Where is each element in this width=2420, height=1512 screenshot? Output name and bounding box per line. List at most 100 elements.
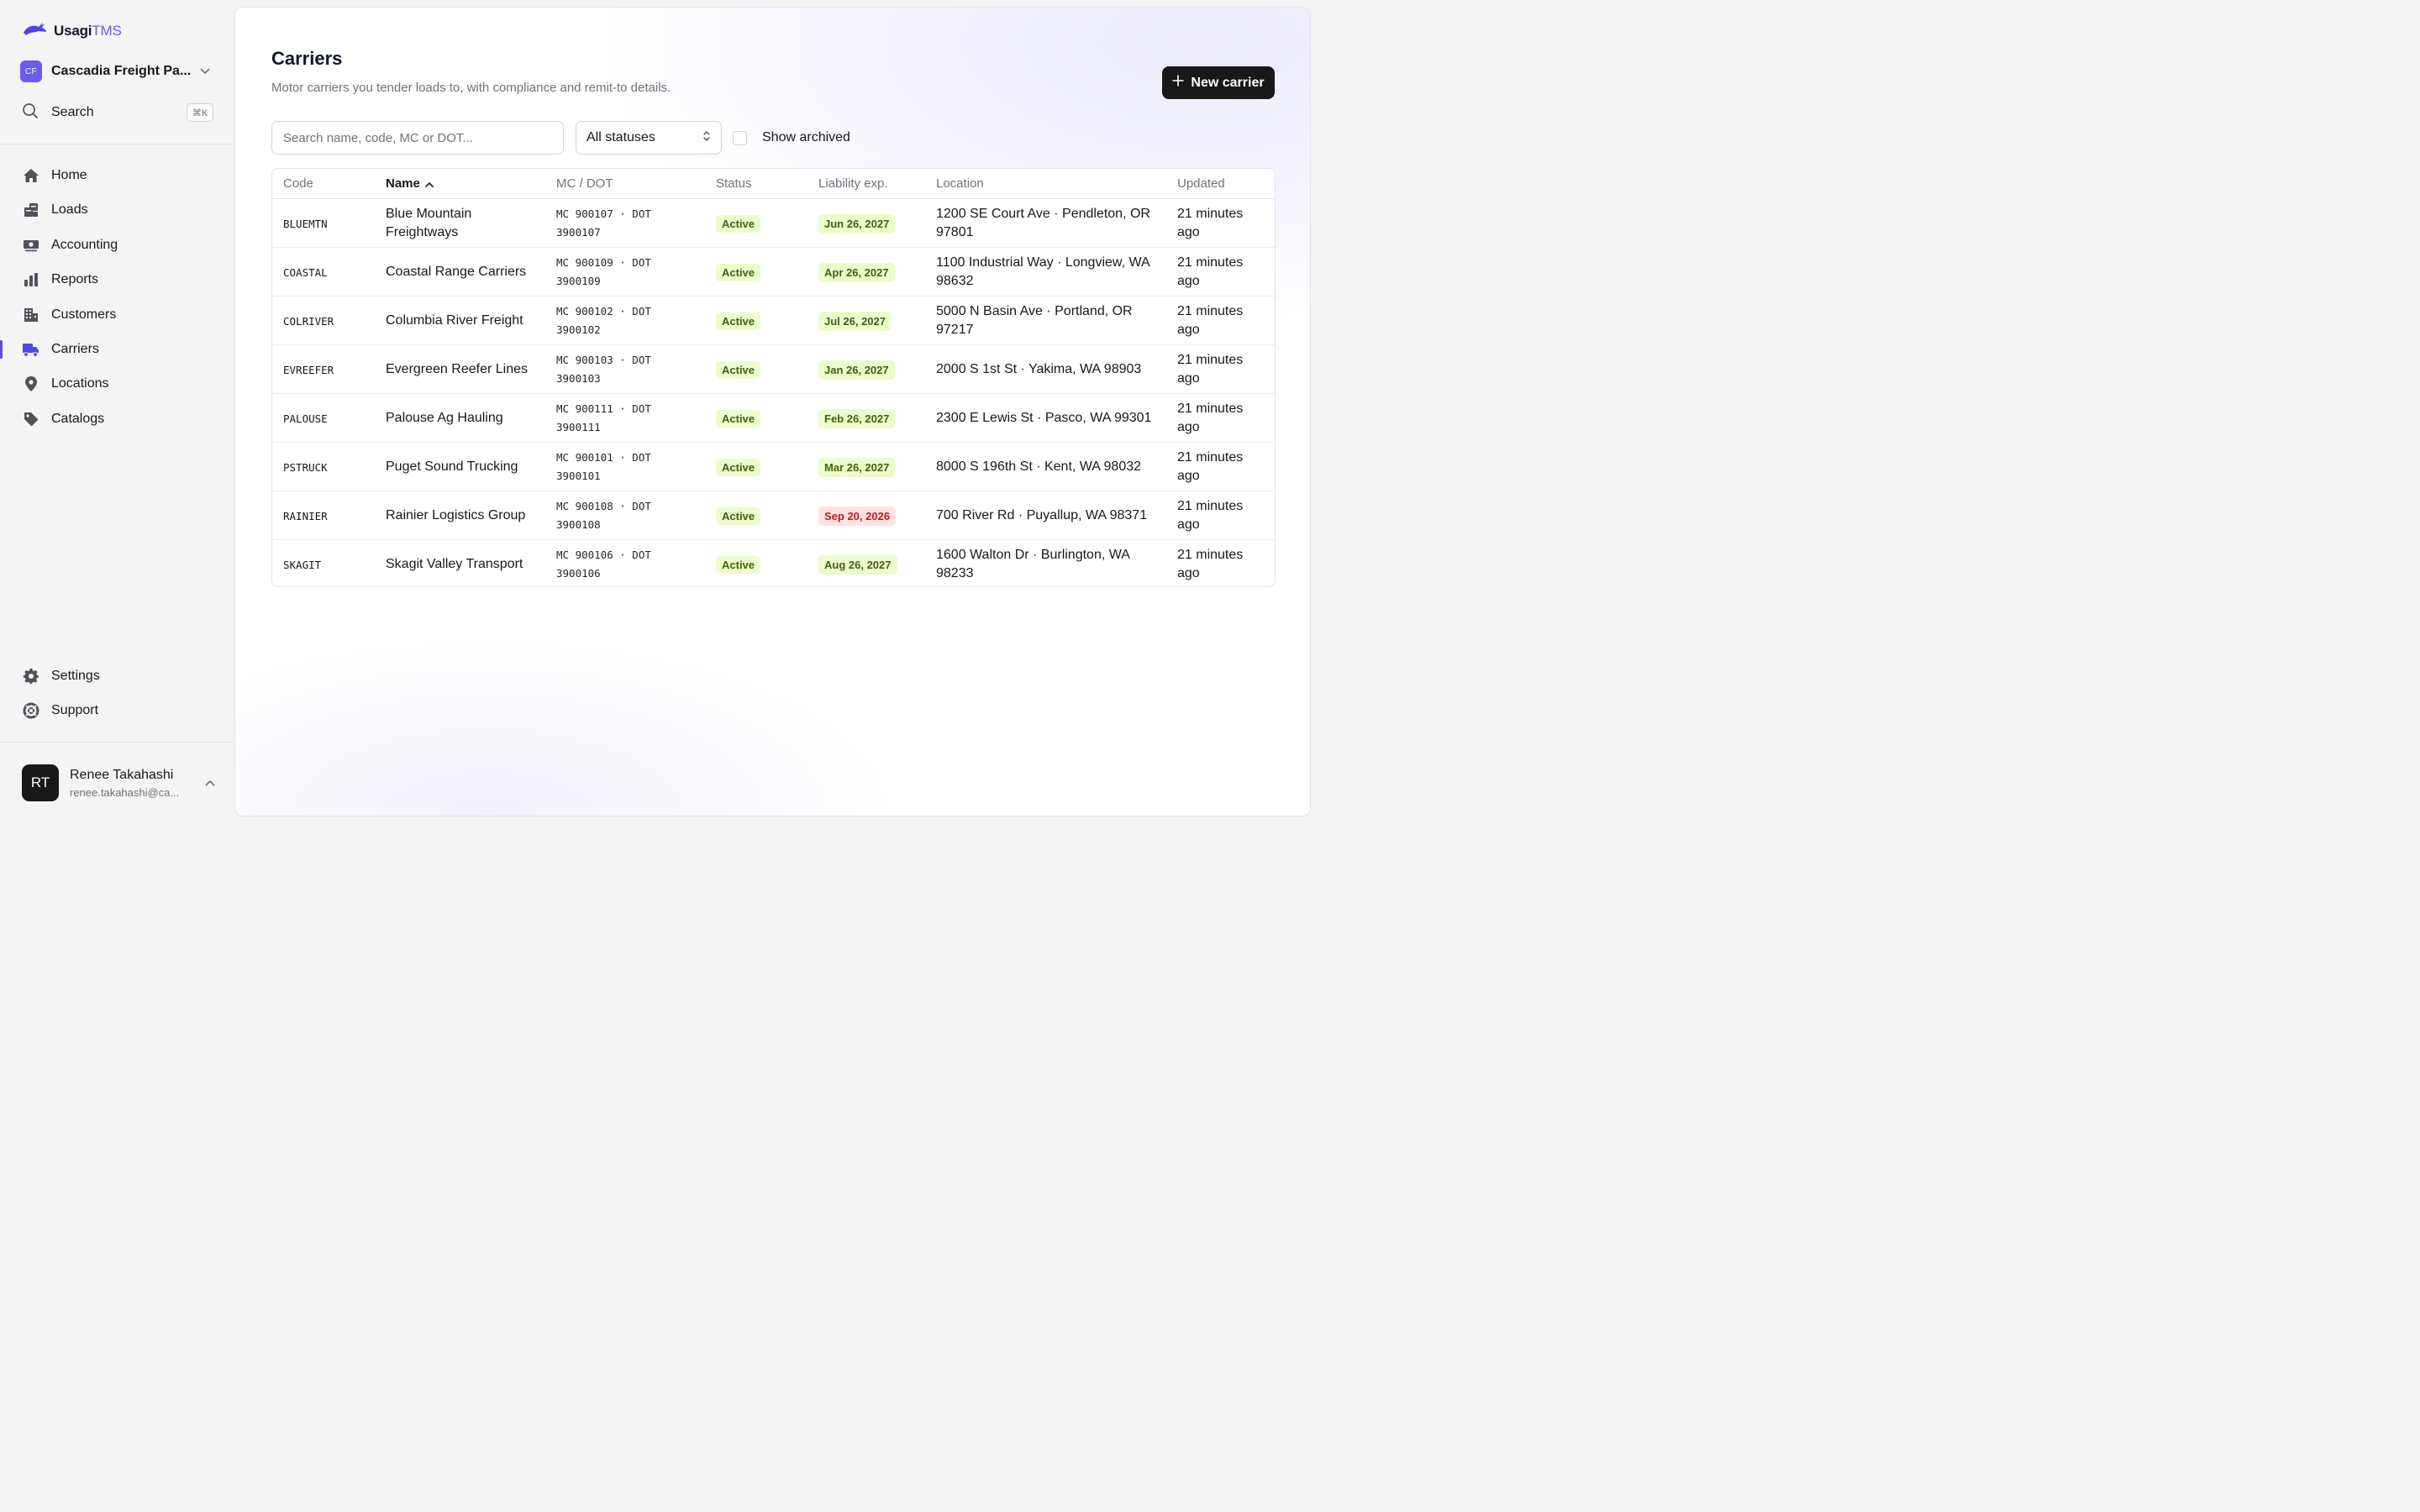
sidebar-item-loads[interactable]: Loads	[22, 199, 215, 221]
table-row[interactable]: SKAGIT Skagit Valley Transport MC 900106 ·…	[272, 540, 1275, 586]
table-row[interactable]: COLRIVER Columbia River Freight MC 900102 …	[272, 297, 1275, 345]
cell-location: 2000 S 1st St · Yakima, WA 98903	[936, 345, 1161, 394]
org-badge: CF	[20, 60, 42, 82]
column-header-status[interactable]: Status	[716, 176, 752, 191]
carrier-mc-dot: MC 900102 · DOT 3900102	[556, 305, 651, 336]
carrier-name[interactable]: Coastal Range Carriers	[386, 265, 527, 279]
truck-icon	[22, 340, 40, 359]
status-badge: Active	[716, 409, 761, 428]
carriers-table: Code Name MC / DOT Status Liability exp.…	[271, 168, 1276, 587]
cell-liability: Mar 26, 2027	[818, 443, 928, 491]
cell-status: Active	[716, 394, 808, 443]
status-badge: Active	[716, 263, 761, 281]
app-logo[interactable]: UsagiTMS	[22, 20, 122, 42]
cell-location: 2300 E Lewis St · Pasco, WA 99301	[936, 394, 1161, 443]
sidebar-search[interactable]: Search ⌘K	[22, 102, 213, 123]
cell-name: Columbia River Freight	[386, 297, 545, 345]
carrier-search-input[interactable]	[271, 121, 564, 155]
table-row[interactable]: EVREEFER Evergreen Reefer Lines MC 900103 …	[272, 345, 1275, 394]
sidebar-item-label: Home	[51, 168, 87, 182]
cell-mc-dot: MC 900102 · DOT 3900102	[556, 297, 708, 345]
org-name: Cascadia Freight Pa...	[51, 64, 192, 78]
cell-code: COASTAL	[283, 248, 380, 297]
tag-icon	[22, 410, 40, 428]
liability-badge: Jun 26, 2027	[818, 213, 896, 234]
sidebar-item-label: Carriers	[51, 342, 99, 356]
carrier-name[interactable]: Blue Mountain Freightways	[386, 207, 472, 239]
table-row[interactable]: PSTRUCK Puget Sound Trucking MC 900101 · D…	[272, 443, 1275, 491]
carrier-name[interactable]: Evergreen Reefer Lines	[386, 362, 528, 376]
carrier-location: 2000 S 1st St · Yakima, WA 98903	[936, 362, 1142, 376]
carrier-name[interactable]: Columbia River Freight	[386, 313, 523, 328]
carrier-name[interactable]: Palouse Ag Hauling	[386, 411, 503, 425]
sidebar-item-label: Loads	[51, 202, 88, 217]
cell-code: COLRIVER	[283, 297, 380, 345]
app-name: UsagiTMS	[54, 23, 122, 39]
status-filter-select[interactable]: All statuses	[576, 121, 722, 155]
sidebar-item-accounting[interactable]: Accounting	[22, 234, 215, 256]
sidebar-item-reports[interactable]: Reports	[22, 269, 215, 291]
cell-updated: 21 minutes ago	[1177, 199, 1265, 248]
table-row[interactable]: PALOUSE Palouse Ag Hauling MC 900111 · DOT…	[272, 394, 1275, 443]
liability-badge: Jul 26, 2027	[818, 311, 892, 331]
cell-status: Active	[716, 248, 808, 297]
cell-updated: 21 minutes ago	[1177, 248, 1265, 297]
cell-location: 1100 Industrial Way · Longview, WA 98632	[936, 248, 1161, 297]
column-header-code[interactable]: Code	[283, 176, 313, 191]
show-archived-toggle[interactable]: Show archived	[733, 130, 850, 145]
sort-ascending-icon	[425, 176, 434, 191]
cell-status: Active	[716, 199, 808, 248]
sidebar-item-support[interactable]: Support	[22, 700, 215, 722]
column-header-location[interactable]: Location	[936, 176, 984, 191]
cell-location: 8000 S 196th St · Kent, WA 98032	[936, 443, 1161, 491]
sidebar-item-carriers[interactable]: Carriers	[22, 339, 215, 360]
sidebar-item-home[interactable]: Home	[22, 165, 215, 186]
status-badge: Active	[716, 555, 761, 574]
column-header-updated[interactable]: Updated	[1177, 176, 1225, 191]
carrier-location: 1200 SE Court Ave · Pendleton, OR 97801	[936, 207, 1150, 239]
cell-code: BLUEMTN	[283, 199, 380, 248]
carrier-name[interactable]: Puget Sound Trucking	[386, 459, 518, 474]
carrier-name[interactable]: Rainier Logistics Group	[386, 508, 526, 522]
sidebar-item-settings[interactable]: Settings	[22, 665, 215, 687]
cell-code: SKAGIT	[283, 540, 380, 586]
cell-name: Evergreen Reefer Lines	[386, 345, 545, 394]
table-row[interactable]: RAINIER Rainier Logistics Group MC 900108 …	[272, 491, 1275, 540]
carrier-mc-dot: MC 900103 · DOT 3900103	[556, 354, 651, 385]
table-row[interactable]: BLUEMTN Blue Mountain Freightways MC 90010…	[272, 199, 1275, 248]
carrier-location: 5000 N Basin Ave · Portland, OR 97217	[936, 304, 1133, 337]
cell-liability: Jan 26, 2027	[818, 345, 928, 394]
status-badge: Active	[716, 507, 761, 525]
carrier-name[interactable]: Skagit Valley Transport	[386, 557, 523, 571]
user-menu[interactable]: RT Renee Takahashi renee.takahashi@ca...	[22, 764, 215, 801]
status-filter-value: All statuses	[587, 130, 655, 144]
cell-updated: 21 minutes ago	[1177, 297, 1265, 345]
show-archived-label: Show archived	[762, 130, 850, 144]
sidebar-item-customers[interactable]: Customers	[22, 304, 215, 326]
column-header-liability[interactable]: Liability exp.	[818, 176, 888, 191]
liability-badge: Jan 26, 2027	[818, 360, 895, 380]
show-archived-checkbox[interactable]	[733, 130, 747, 145]
sidebar-item-locations[interactable]: Locations	[22, 373, 215, 395]
sidebar: UsagiTMS CF Cascadia Freight Pa... Searc…	[0, 0, 234, 823]
org-switcher[interactable]: CF Cascadia Freight Pa...	[20, 60, 213, 82]
new-carrier-button[interactable]: New carrier	[1162, 66, 1275, 99]
carrier-mc-dot: MC 900108 · DOT 3900108	[556, 500, 651, 531]
new-carrier-label: New carrier	[1191, 75, 1265, 90]
carrier-code: RAINIER	[283, 509, 328, 522]
cell-location: 1600 Walton Dr · Burlington, WA 98233	[936, 540, 1161, 586]
cell-location: 1200 SE Court Ave · Pendleton, OR 97801	[936, 199, 1161, 248]
sidebar-item-catalogs[interactable]: Catalogs	[22, 408, 215, 430]
column-header-mc-dot[interactable]: MC / DOT	[556, 176, 613, 191]
cell-mc-dot: MC 900106 · DOT 3900106	[556, 540, 708, 586]
table-row[interactable]: COASTAL Coastal Range Carriers MC 900109 ·…	[272, 248, 1275, 297]
carrier-location: 1100 Industrial Way · Longview, WA 98632	[936, 255, 1150, 288]
cell-location: 5000 N Basin Ave · Portland, OR 97217	[936, 297, 1161, 345]
status-badge: Active	[716, 312, 761, 330]
rabbit-logo-icon	[22, 21, 47, 42]
cell-updated: 21 minutes ago	[1177, 491, 1265, 540]
active-indicator	[0, 340, 3, 359]
carrier-code: BLUEMTN	[283, 217, 328, 230]
cell-updated: 21 minutes ago	[1177, 394, 1265, 443]
column-header-name[interactable]: Name	[386, 176, 434, 191]
